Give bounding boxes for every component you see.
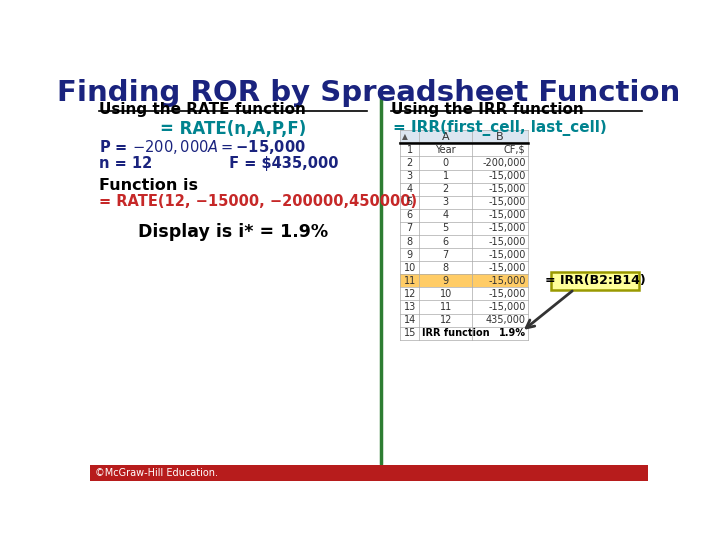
Text: 4: 4: [443, 211, 449, 220]
Text: 11: 11: [440, 302, 452, 312]
Text: A: A: [442, 132, 449, 142]
Text: 6: 6: [407, 211, 413, 220]
Bar: [400, 222, 528, 235]
Text: 14: 14: [404, 315, 416, 325]
Text: -15,000: -15,000: [488, 302, 526, 312]
Text: 0: 0: [443, 158, 449, 168]
Text: 2: 2: [407, 158, 413, 168]
Text: Function is: Function is: [99, 178, 198, 193]
Text: -15,000: -15,000: [488, 289, 526, 299]
Text: IRR function: IRR function: [422, 328, 490, 338]
Text: 10: 10: [440, 289, 452, 299]
Text: 8: 8: [443, 262, 449, 273]
Text: = RATE(12, −15000, −200000,450000): = RATE(12, −15000, −200000,450000): [99, 194, 418, 209]
Text: 10: 10: [404, 262, 416, 273]
Text: 9: 9: [443, 276, 449, 286]
Text: 1: 1: [443, 171, 449, 181]
Bar: [400, 261, 528, 274]
Text: 5: 5: [443, 224, 449, 233]
Text: Using the IRR function: Using the IRR function: [391, 102, 583, 117]
Bar: [400, 183, 528, 195]
Bar: [400, 170, 528, 183]
Text: = IRR(B2:B14): = IRR(B2:B14): [545, 274, 646, 287]
Bar: [400, 287, 528, 300]
Bar: [400, 314, 528, 327]
Text: 8: 8: [407, 237, 413, 247]
Bar: [400, 274, 528, 287]
Text: ▲: ▲: [402, 132, 408, 141]
Bar: [400, 209, 528, 222]
FancyBboxPatch shape: [551, 272, 639, 290]
Text: 13: 13: [404, 302, 416, 312]
Text: 11: 11: [404, 276, 416, 286]
Text: Display is i* = 1.9%: Display is i* = 1.9%: [138, 222, 328, 241]
Text: CF,$: CF,$: [504, 145, 526, 155]
Bar: [400, 300, 528, 314]
Text: P = $ − 200,000   A = $−15,000: P = $ − 200,000 A = $−15,000: [99, 138, 306, 156]
Text: B: B: [496, 132, 504, 142]
Text: -15,000: -15,000: [488, 171, 526, 181]
Text: 3: 3: [443, 197, 449, 207]
Text: 2: 2: [443, 184, 449, 194]
Bar: [400, 248, 528, 261]
Text: 1.9%: 1.9%: [498, 328, 526, 338]
Text: Finding ROR by Spreadsheet Function: Finding ROR by Spreadsheet Function: [58, 79, 680, 107]
Bar: [400, 143, 528, 157]
Text: 1: 1: [407, 145, 413, 155]
Bar: [400, 130, 528, 143]
Text: 9: 9: [407, 249, 413, 260]
Text: 7: 7: [407, 224, 413, 233]
Bar: [400, 235, 528, 248]
Text: Using the RATE function: Using the RATE function: [99, 102, 306, 117]
Text: 4: 4: [407, 184, 413, 194]
Text: -15,000: -15,000: [488, 249, 526, 260]
Text: -200,000: -200,000: [482, 158, 526, 168]
Text: n = 12               F = $435,000: n = 12 F = $435,000: [99, 156, 339, 171]
Text: -15,000: -15,000: [488, 262, 526, 273]
Text: -15,000: -15,000: [488, 211, 526, 220]
Text: = IRR(first_cell, last_cell): = IRR(first_cell, last_cell): [393, 120, 607, 136]
Text: 12: 12: [403, 289, 416, 299]
Bar: [400, 157, 528, 170]
Text: 435,000: 435,000: [485, 315, 526, 325]
Text: 3: 3: [407, 171, 413, 181]
Text: 6: 6: [443, 237, 449, 247]
Text: = RATE(n,A,P,F): = RATE(n,A,P,F): [161, 120, 307, 138]
Text: -15,000: -15,000: [488, 197, 526, 207]
Bar: [400, 327, 528, 340]
Text: Year: Year: [436, 145, 456, 155]
Text: -15,000: -15,000: [488, 237, 526, 247]
Text: -15,000: -15,000: [488, 184, 526, 194]
Text: 7: 7: [443, 249, 449, 260]
Text: -15,000: -15,000: [488, 224, 526, 233]
Text: 15: 15: [403, 328, 416, 338]
Text: -15,000: -15,000: [488, 276, 526, 286]
Bar: [400, 195, 528, 209]
Text: ©McGraw-Hill Education.: ©McGraw-Hill Education.: [94, 468, 217, 478]
Text: 5: 5: [407, 197, 413, 207]
Bar: [90, 465, 648, 481]
Text: 12: 12: [439, 315, 452, 325]
